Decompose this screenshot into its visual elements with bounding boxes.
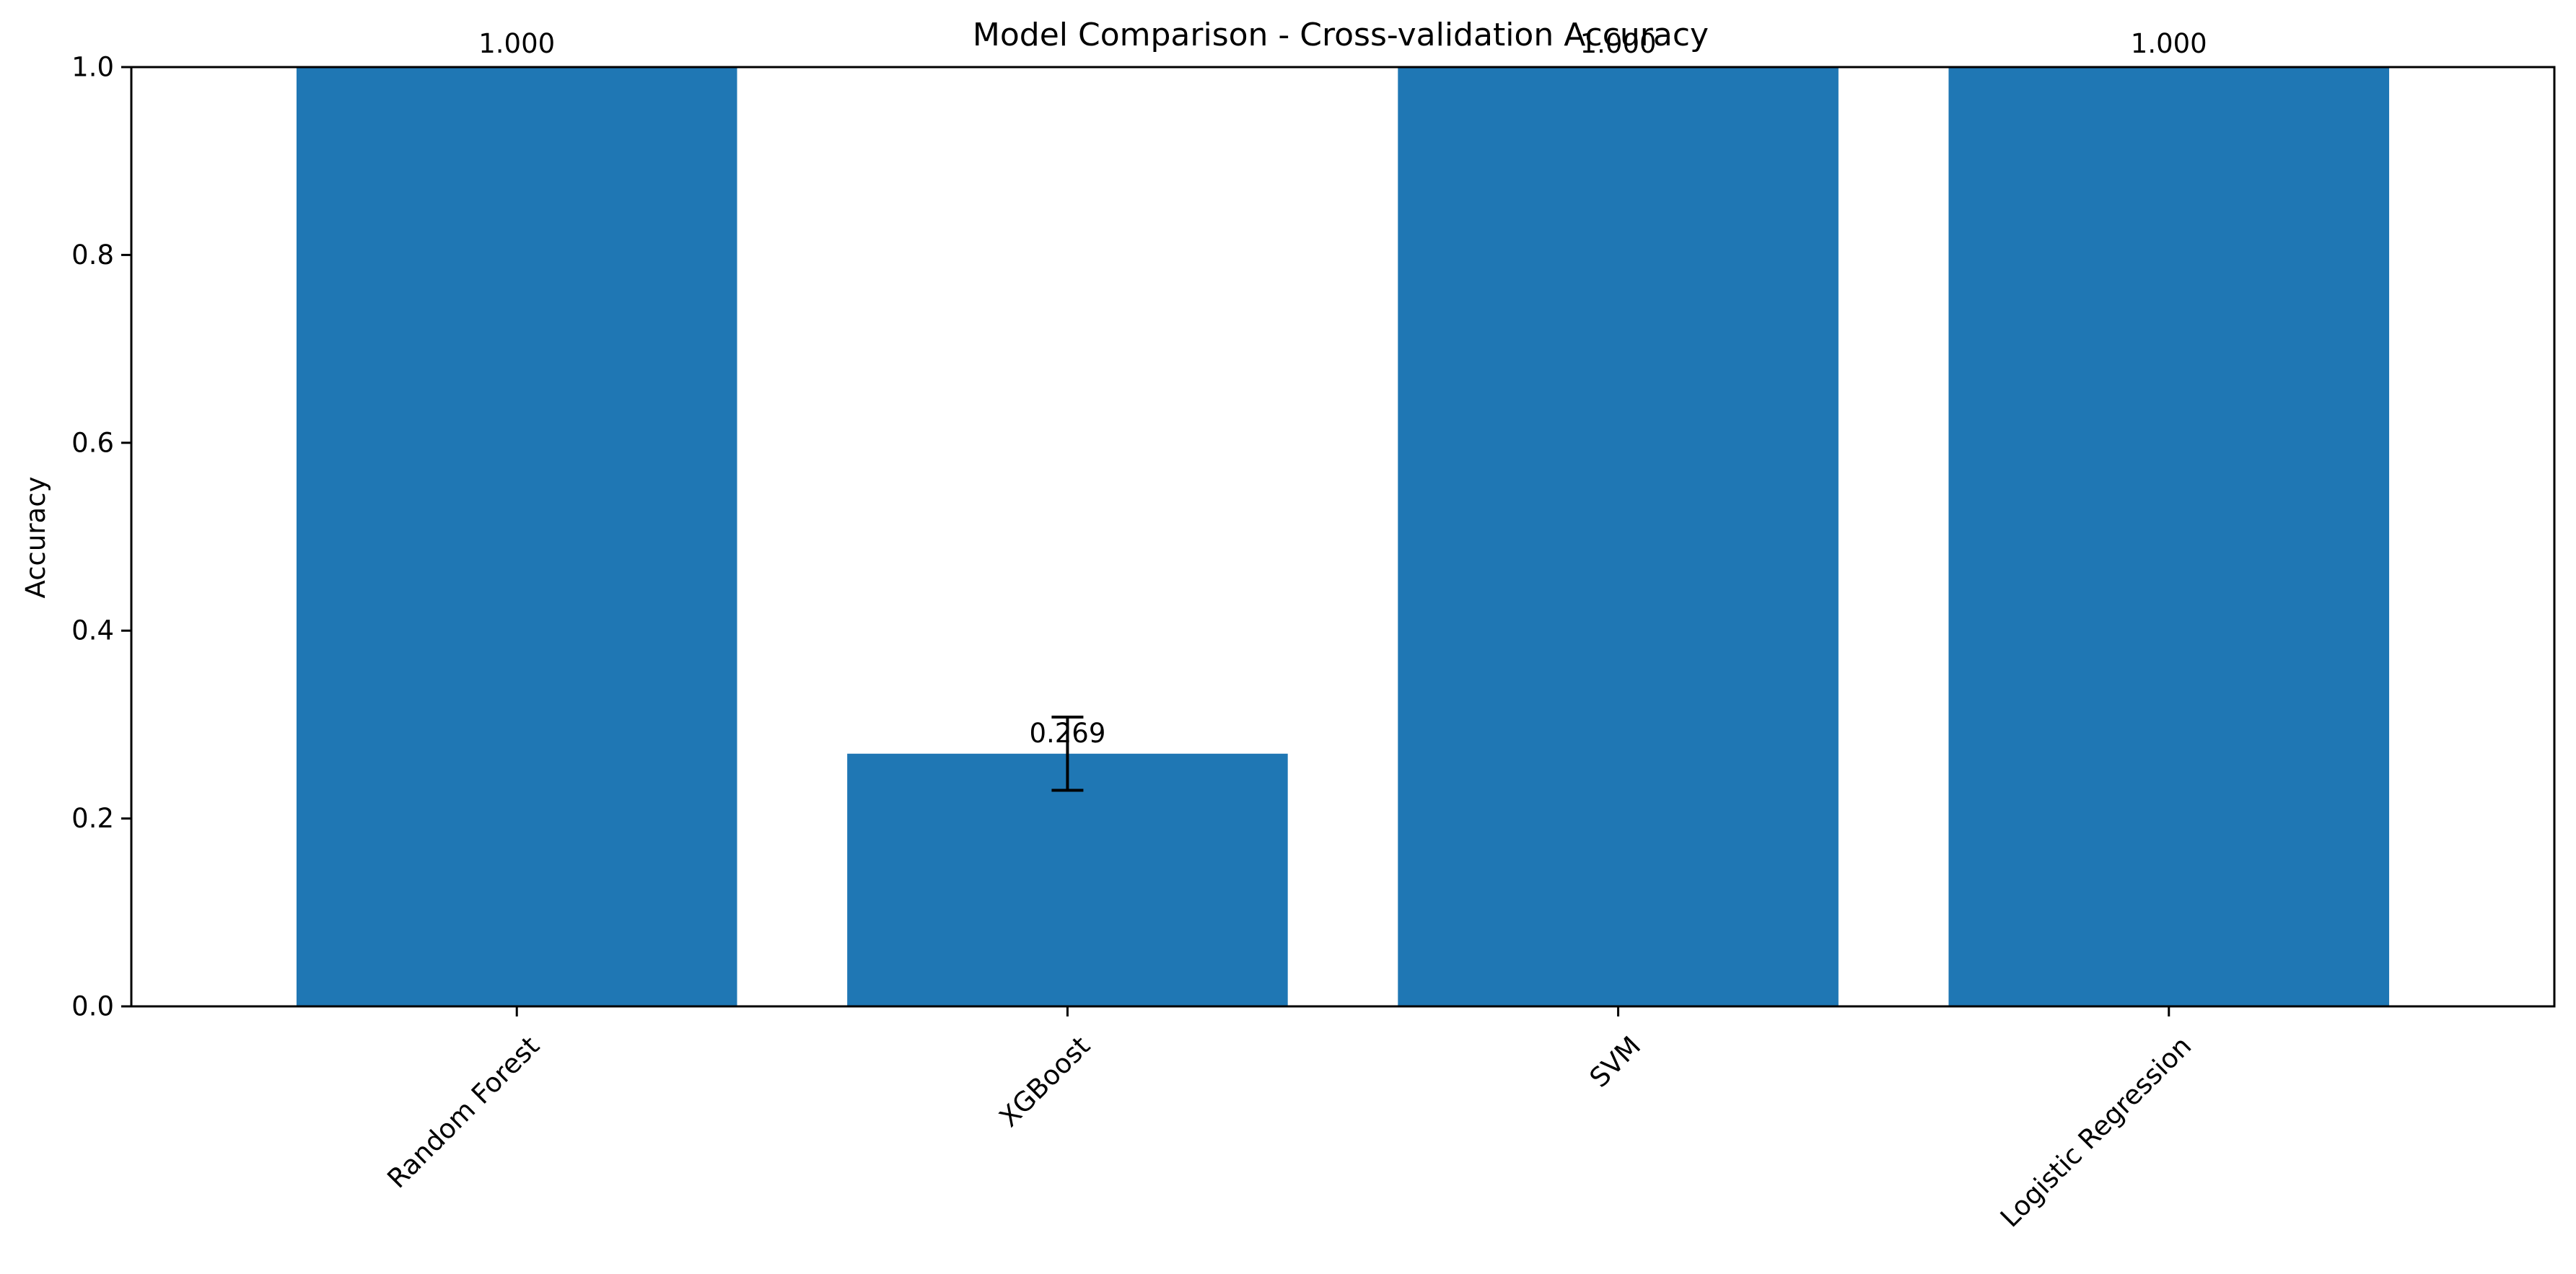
y-tick-label: 0.6 [71,427,114,458]
y-axis-label: Accuracy [20,477,51,599]
y-tick-label: 0.4 [71,615,114,646]
bar-value-label: 1.000 [1580,28,1657,59]
bar-value-label: 1.000 [478,28,555,59]
y-tick-label: 0.8 [71,240,114,271]
x-tick-label: Random Forest [381,1030,545,1194]
chart-title: Model Comparison - Cross-validation Accu… [973,17,1709,53]
x-tick-label: XGBoost [994,1030,1096,1133]
y-tick-label: 0.2 [71,803,114,834]
bar [296,67,737,1006]
x-tick-label: SVM [1584,1030,1647,1093]
bar-value-label: 1.000 [2131,28,2207,59]
x-tick-label: Logistic Regression [1994,1030,2197,1233]
y-tick-label: 0.0 [71,991,114,1022]
y-axis-ticks: 0.0 0.2 0.4 0.6 0.8 1.0 [71,52,131,1022]
bar [847,753,1288,1006]
bar [1398,67,1839,1006]
plot-frame [130,66,2556,1008]
bar [1948,67,2390,1006]
bars-group [296,67,2390,1006]
x-axis-ticks: Random Forest XGBoost SVM Logistic Regressi… [381,1006,2197,1234]
y-tick-label: 1.0 [71,52,114,83]
error-bars-group [1051,715,1084,792]
